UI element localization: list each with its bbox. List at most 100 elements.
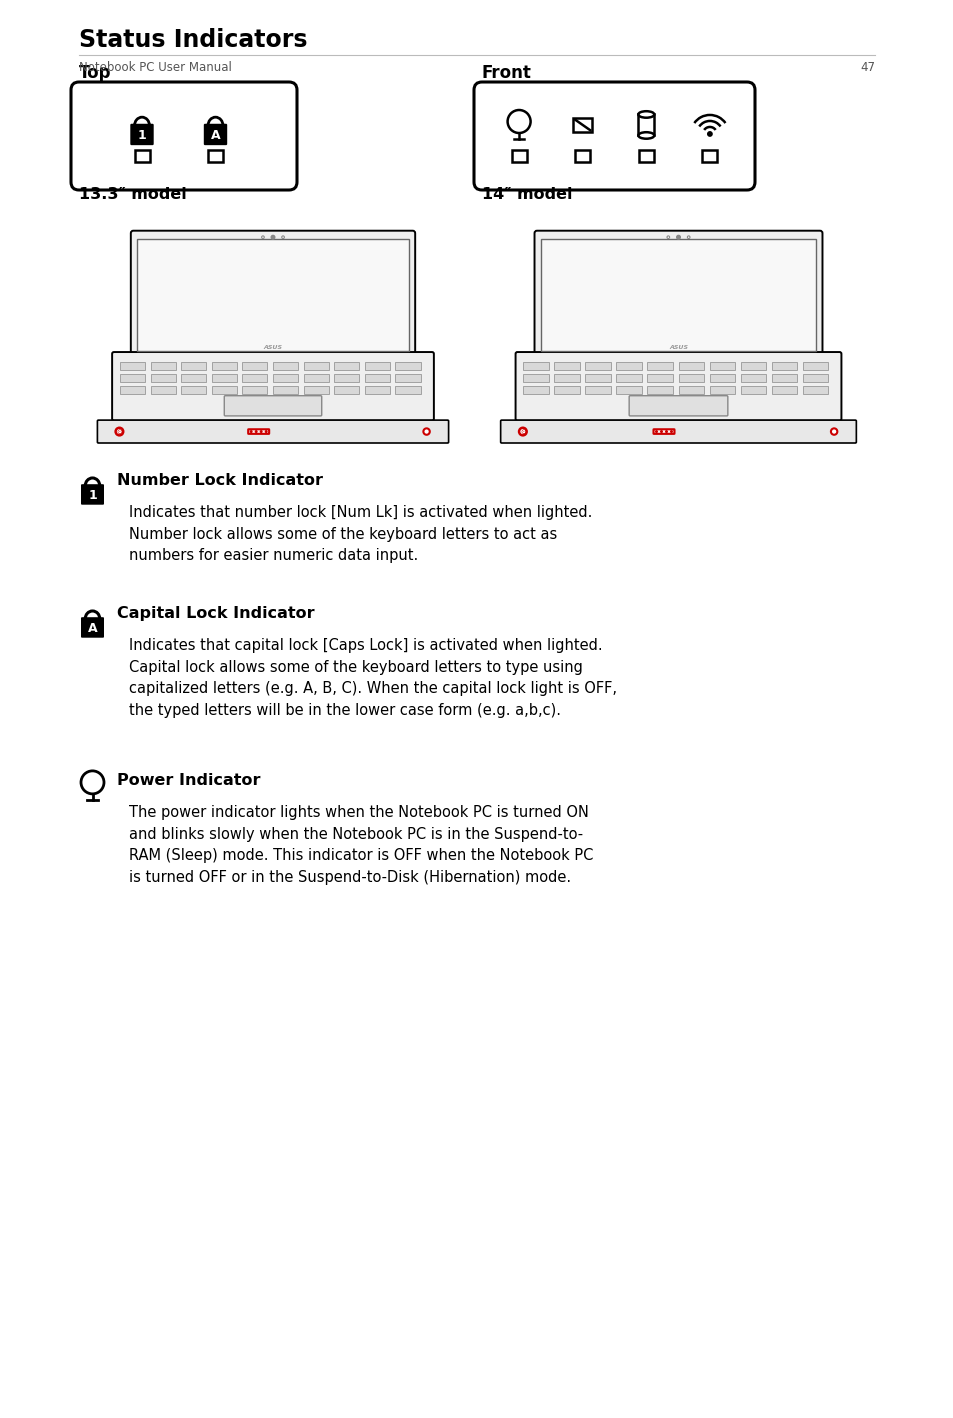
- Bar: [540, 240, 815, 352]
- Bar: [771, 386, 796, 394]
- FancyBboxPatch shape: [81, 484, 104, 505]
- Text: Indicates that capital lock [Caps Lock] is activated when lighted.
Capital lock : Indicates that capital lock [Caps Lock] …: [129, 638, 617, 718]
- Text: ASUS: ASUS: [668, 346, 687, 350]
- Circle shape: [271, 235, 274, 240]
- Text: Power Indicator: Power Indicator: [117, 773, 260, 788]
- Bar: [242, 373, 267, 383]
- Text: Status Indicators: Status Indicators: [79, 28, 307, 52]
- Circle shape: [423, 428, 430, 435]
- Bar: [137, 240, 408, 352]
- FancyBboxPatch shape: [474, 82, 754, 190]
- Bar: [709, 373, 734, 383]
- Bar: [208, 150, 223, 162]
- Bar: [554, 362, 579, 370]
- Bar: [303, 386, 329, 394]
- Bar: [364, 373, 390, 383]
- FancyBboxPatch shape: [534, 231, 821, 356]
- Bar: [273, 386, 297, 394]
- Circle shape: [707, 132, 711, 136]
- Bar: [364, 362, 390, 370]
- Bar: [334, 362, 359, 370]
- Bar: [147, 354, 398, 363]
- FancyBboxPatch shape: [248, 430, 269, 434]
- FancyBboxPatch shape: [500, 420, 856, 442]
- Circle shape: [265, 431, 267, 432]
- Bar: [554, 386, 579, 394]
- Bar: [120, 386, 145, 394]
- Bar: [395, 362, 420, 370]
- Bar: [740, 386, 765, 394]
- FancyBboxPatch shape: [204, 123, 227, 145]
- Bar: [242, 386, 267, 394]
- Bar: [181, 362, 206, 370]
- Bar: [181, 386, 206, 394]
- Text: 14″ model: 14″ model: [481, 187, 572, 201]
- Bar: [740, 362, 765, 370]
- Bar: [616, 362, 641, 370]
- FancyBboxPatch shape: [71, 82, 296, 190]
- Bar: [701, 150, 717, 162]
- FancyBboxPatch shape: [81, 617, 104, 638]
- Circle shape: [261, 235, 264, 238]
- Bar: [616, 373, 641, 383]
- FancyBboxPatch shape: [515, 352, 841, 421]
- Circle shape: [255, 431, 256, 432]
- Bar: [242, 362, 267, 370]
- Text: 1: 1: [137, 129, 146, 142]
- Bar: [134, 150, 150, 162]
- Bar: [585, 373, 610, 383]
- Circle shape: [507, 111, 530, 133]
- FancyBboxPatch shape: [131, 123, 153, 145]
- Bar: [303, 373, 329, 383]
- Bar: [554, 373, 579, 383]
- Circle shape: [665, 431, 666, 432]
- Bar: [575, 150, 590, 162]
- Bar: [647, 386, 672, 394]
- Bar: [801, 362, 827, 370]
- FancyBboxPatch shape: [653, 430, 674, 434]
- Circle shape: [830, 428, 837, 435]
- FancyBboxPatch shape: [97, 420, 448, 442]
- Bar: [523, 373, 548, 383]
- Bar: [678, 362, 703, 370]
- Text: A: A: [211, 129, 220, 142]
- Bar: [334, 373, 359, 383]
- Circle shape: [115, 428, 123, 435]
- Bar: [273, 373, 297, 383]
- Bar: [709, 386, 734, 394]
- Circle shape: [666, 235, 669, 238]
- Bar: [801, 386, 827, 394]
- Bar: [120, 362, 145, 370]
- Text: Top: Top: [79, 64, 112, 82]
- Circle shape: [518, 428, 526, 435]
- Circle shape: [81, 771, 104, 794]
- Circle shape: [260, 431, 262, 432]
- FancyBboxPatch shape: [112, 352, 434, 421]
- Bar: [771, 362, 796, 370]
- Text: A: A: [88, 623, 97, 635]
- Bar: [647, 373, 672, 383]
- Text: Indicates that number lock [Num Lk] is activated when lighted.
Number lock allow: Indicates that number lock [Num Lk] is a…: [129, 505, 592, 563]
- Bar: [551, 354, 805, 363]
- Bar: [212, 386, 236, 394]
- Bar: [364, 386, 390, 394]
- Bar: [395, 373, 420, 383]
- Text: ASUS: ASUS: [263, 346, 282, 350]
- Bar: [151, 386, 175, 394]
- Bar: [771, 373, 796, 383]
- Bar: [585, 386, 610, 394]
- Bar: [709, 362, 734, 370]
- FancyBboxPatch shape: [224, 396, 321, 415]
- Text: Notebook PC User Manual: Notebook PC User Manual: [79, 61, 232, 74]
- Bar: [523, 386, 548, 394]
- Text: Number Lock Indicator: Number Lock Indicator: [117, 474, 323, 488]
- Circle shape: [250, 431, 252, 432]
- Bar: [801, 373, 827, 383]
- Text: ⊙: ⊙: [116, 428, 122, 434]
- Bar: [511, 150, 526, 162]
- Circle shape: [655, 431, 657, 432]
- Circle shape: [687, 235, 689, 238]
- Bar: [334, 386, 359, 394]
- Bar: [120, 373, 145, 383]
- Bar: [303, 362, 329, 370]
